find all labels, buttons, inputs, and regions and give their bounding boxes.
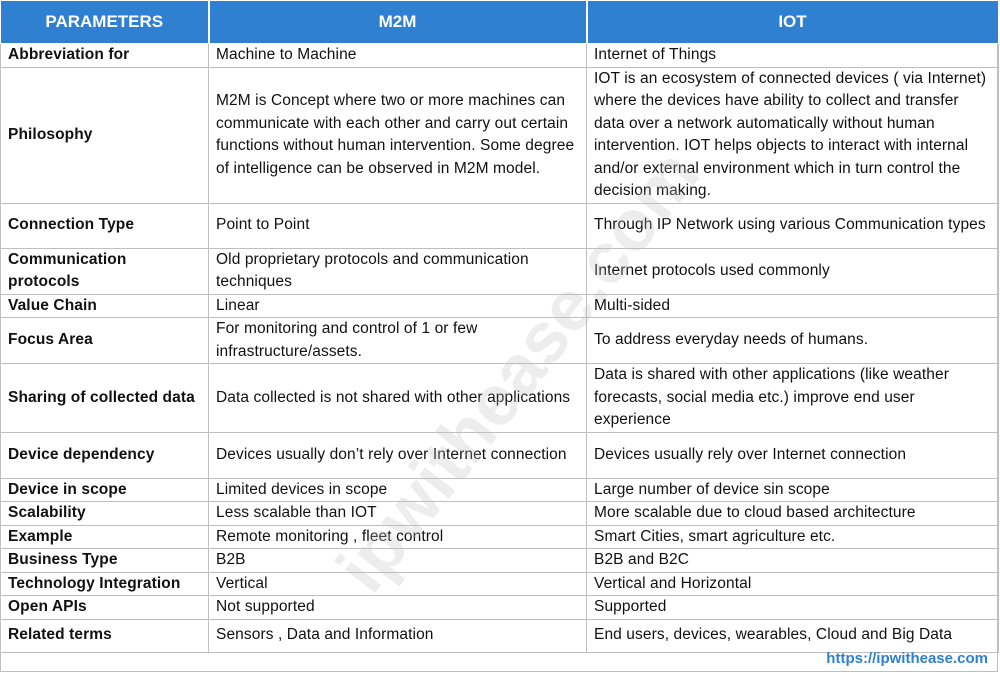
parameter-cell: Abbreviation for <box>0 43 209 68</box>
table-row: Business Type B2B B2B and B2C <box>0 548 999 573</box>
value-cell: Linear <box>208 293 587 318</box>
value-cell: B2B <box>208 548 587 573</box>
header-row: PARAMETERS M2M IOT <box>0 0 1000 44</box>
value-cell: Remote monitoring , fleet control <box>208 524 587 549</box>
parameter-cell: Focus Area <box>0 317 209 364</box>
table-row: Device dependency Devices usually don’t r… <box>0 431 999 479</box>
value-cell: Data collected is not shared with other … <box>208 363 587 433</box>
parameter-cell: Technology Integration <box>0 571 209 596</box>
table-row: Connection Type Point to Point Through IP … <box>0 202 999 249</box>
value-cell: For monitoring and control of 1 or few i… <box>208 317 587 364</box>
table-row: Value Chain Linear Multi-sided <box>0 293 999 318</box>
value-cell: Devices usually don’t rely over Internet… <box>208 431 587 479</box>
value-cell: Devices usually rely over Internet conne… <box>586 431 999 479</box>
value-cell: Vertical <box>208 571 587 596</box>
table-row: Device in scope Limited devices in scope L… <box>0 477 999 502</box>
parameter-cell: Open APIs <box>0 595 209 620</box>
header-cell: PARAMETERS <box>0 0 210 44</box>
header-cell: M2M <box>208 0 588 44</box>
table-row: Abbreviation for Machine to Machine Intern… <box>0 43 999 68</box>
header-cell: IOT <box>586 0 1000 44</box>
value-cell: Point to Point <box>208 202 587 249</box>
value-cell: End users, devices, wearables, Cloud and… <box>586 618 999 653</box>
footer-url[interactable]: https://ipwithease.com <box>826 650 988 667</box>
value-cell: Less scalable than IOT <box>208 501 587 526</box>
value-cell: Limited devices in scope <box>208 477 587 502</box>
parameter-cell: Related terms <box>0 618 209 653</box>
table-row: Scalability Less scalable than IOT More sc… <box>0 501 999 526</box>
value-cell: Machine to Machine <box>208 43 587 68</box>
parameter-cell: Scalability <box>0 501 209 526</box>
parameter-cell: Device dependency <box>0 431 209 479</box>
value-cell: Large number of device sin scope <box>586 477 999 502</box>
value-cell: Multi-sided <box>586 293 999 318</box>
parameter-cell: Philosophy <box>0 66 209 204</box>
parameter-cell: Example <box>0 524 209 549</box>
parameter-cell: Business Type <box>0 548 209 573</box>
parameter-cell: Device in scope <box>0 477 209 502</box>
value-cell: To address everyday needs of humans. <box>586 317 999 364</box>
table-row: Sharing of collected data Data collected … <box>0 363 999 433</box>
table-row: Focus Area For monitoring and control of … <box>0 317 999 364</box>
value-cell: Through IP Network using various Communi… <box>586 202 999 249</box>
table-row: Open APIs Not supported Supported <box>0 595 999 620</box>
value-cell: Smart Cities, smart agriculture etc. <box>586 524 999 549</box>
table-row: Related terms Sensors , Data and Informat… <box>0 618 999 653</box>
value-cell: Supported <box>586 595 999 620</box>
value-cell: Sensors , Data and Information <box>208 618 587 653</box>
value-cell: IOT is an ecosystem of connected devices… <box>586 66 999 204</box>
table-row: Communication protocols Old proprietary p… <box>0 247 999 295</box>
value-cell: Internet protocols used commonly <box>586 247 999 295</box>
value-cell: More scalable due to cloud based archite… <box>586 501 999 526</box>
value-cell: Data is shared with other applications (… <box>586 363 999 433</box>
table-row: Technology Integration Vertical Vertical a… <box>0 571 999 596</box>
value-cell: M2M is Concept where two or more machine… <box>208 66 587 204</box>
value-cell: Old proprietary protocols and communicat… <box>208 247 587 295</box>
parameter-cell: Sharing of collected data <box>0 363 209 433</box>
parameter-cell: Connection Type <box>0 202 209 249</box>
value-cell: Vertical and Horizontal <box>586 571 999 596</box>
value-cell: B2B and B2C <box>586 548 999 573</box>
table-row: Example Remote monitoring , fleet control… <box>0 524 999 549</box>
table-row: Philosophy M2M is Concept where two or mo… <box>0 66 999 204</box>
comparison-table: PARAMETERS M2M IOT Abbreviation for Machine… <box>0 0 1000 653</box>
value-cell: Internet of Things <box>586 43 999 68</box>
parameter-cell: Communication protocols <box>0 247 209 295</box>
value-cell: Not supported <box>208 595 587 620</box>
parameter-cell: Value Chain <box>0 293 209 318</box>
